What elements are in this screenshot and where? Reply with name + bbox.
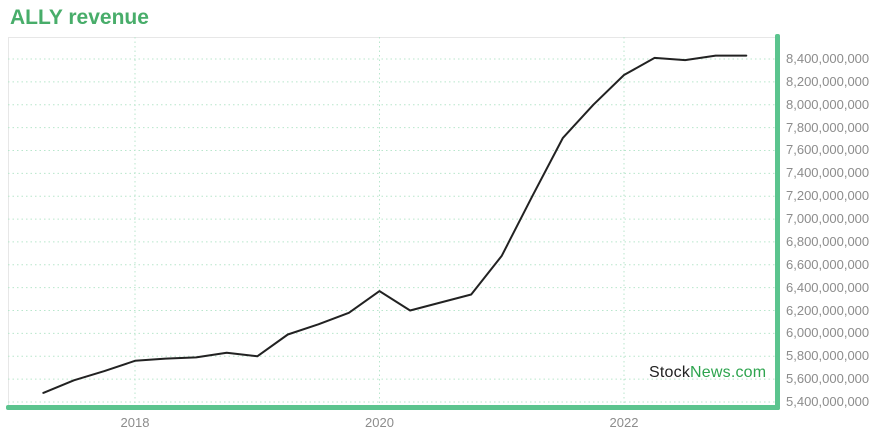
y-axis-tick-label: 7,600,000,000 <box>786 142 870 158</box>
y-axis-tick-label: 6,800,000,000 <box>786 233 870 249</box>
x-axis-bar <box>6 405 780 410</box>
y-axis-tick-label: 8,200,000,000 <box>786 73 870 89</box>
y-axis-bar <box>775 34 780 410</box>
plot-svg <box>8 37 775 405</box>
y-axis-tick-label: 5,400,000,000 <box>786 394 870 409</box>
watermark-prefix: Stock <box>649 364 691 381</box>
y-axis-tick-label: 8,400,000,000 <box>786 51 870 66</box>
watermark-suffix: News.com <box>690 364 767 381</box>
y-axis-tick-label: 7,400,000,000 <box>786 165 870 181</box>
x-axis-tick-label: 2022 <box>609 415 639 430</box>
y-axis-tick-label: 6,200,000,000 <box>786 302 870 318</box>
y-axis-tick-label: 7,800,000,000 <box>786 119 870 135</box>
y-axis-tick-label: 6,600,000,000 <box>786 256 870 272</box>
plot-area <box>8 37 775 405</box>
y-axis-tick-label: 6,000,000,000 <box>786 325 870 341</box>
y-axis-tick-label: 5,600,000,000 <box>786 371 870 387</box>
stocknews-watermark[interactable]: StockNews.com <box>649 364 766 382</box>
y-axis-tick-label: 7,200,000,000 <box>786 188 870 204</box>
revenue-line <box>42 54 748 394</box>
y-axis-tick-label: 6,400,000,000 <box>786 279 870 295</box>
y-axis-tick-label: 8,000,000,000 <box>786 96 870 112</box>
y-axis-tick-label: 5,800,000,000 <box>786 348 870 364</box>
y-axis-tick-label: 7,000,000,000 <box>786 211 870 227</box>
x-axis-tick-label: 2020 <box>365 415 394 430</box>
chart-title: ALLY revenue <box>10 6 149 29</box>
x-axis-tick-label: 2018 <box>120 415 150 430</box>
